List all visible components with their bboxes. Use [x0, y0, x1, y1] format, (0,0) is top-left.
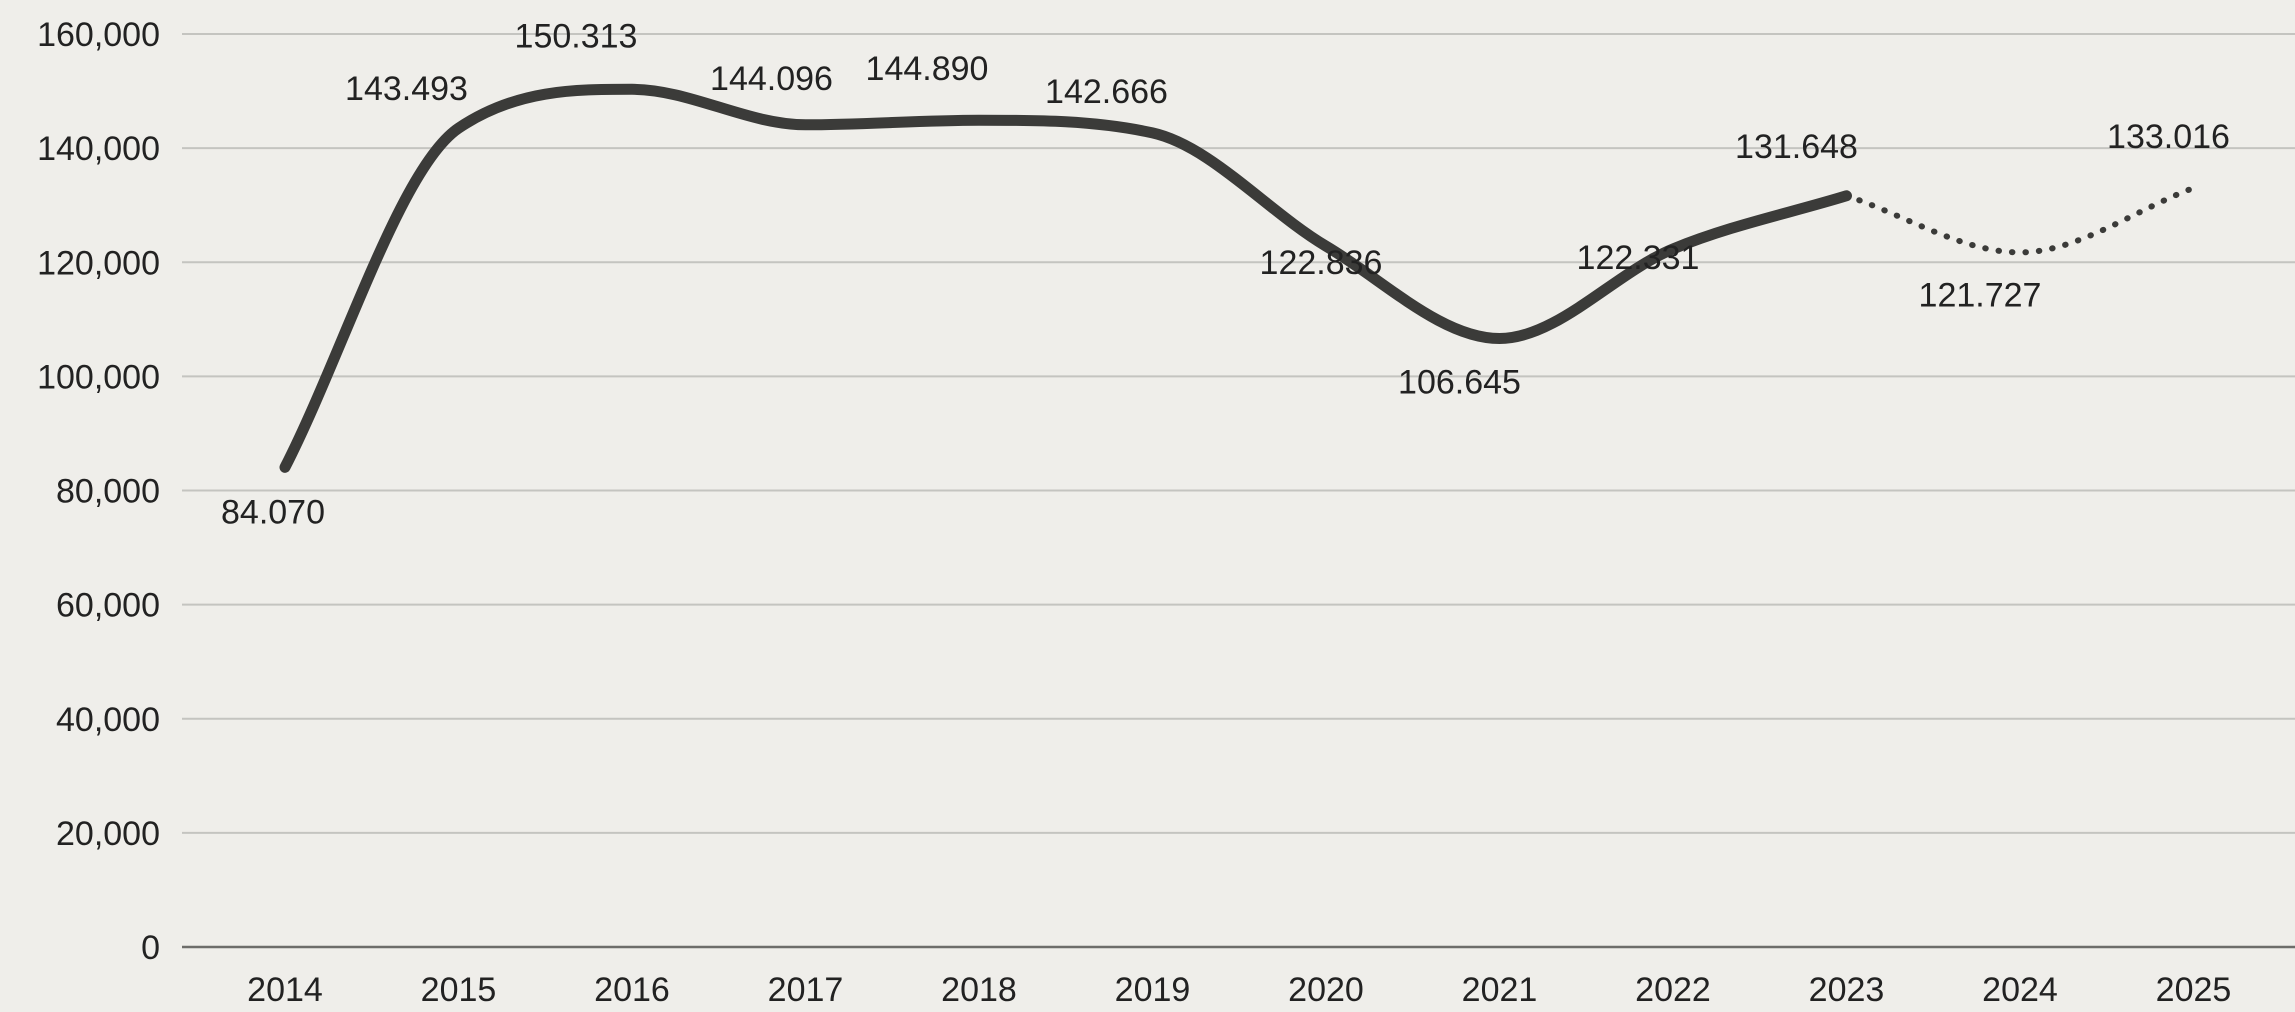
y-tick-label: 160,000 [37, 16, 160, 54]
x-tick-label: 2025 [2156, 971, 2232, 1009]
y-tick-label: 0 [141, 929, 160, 967]
x-tick-label: 2024 [1982, 971, 2058, 1009]
x-tick-label: 2014 [247, 971, 323, 1009]
x-tick-label: 2022 [1635, 971, 1711, 1009]
data-label: 121.727 [1919, 276, 2042, 314]
data-label: 122.331 [1577, 239, 1700, 277]
y-tick-label: 60,000 [56, 587, 160, 625]
x-tick-label: 2018 [941, 971, 1017, 1009]
data-label: 144.096 [710, 60, 833, 98]
data-label: 144.890 [866, 50, 989, 88]
data-label: 122.836 [1260, 244, 1383, 282]
data-label: 143.493 [345, 70, 468, 108]
x-tick-label: 2015 [421, 971, 497, 1009]
data-label: 106.645 [1398, 363, 1521, 401]
x-tick-label: 2023 [1809, 971, 1885, 1009]
series-line [279, 83, 2197, 473]
y-axis-ticks: 0 20,000 40,000 60,000 80,000 100,000 120,000 1… [37, 16, 160, 967]
gridlines [182, 33, 2295, 834]
data-label: 150.313 [515, 17, 638, 55]
x-tick-label: 2020 [1288, 971, 1364, 1009]
x-tick-label: 2017 [768, 971, 844, 1009]
data-labels: 84.070 143.493 150.313 144.096 144.890 142.66… [221, 17, 2230, 531]
data-label: 142.666 [1045, 73, 1168, 111]
x-tick-label: 2016 [594, 971, 670, 1009]
y-tick-label: 20,000 [56, 815, 160, 853]
data-label: 133.016 [2107, 118, 2230, 156]
y-tick-label: 100,000 [37, 358, 160, 396]
series-line-actual [279, 83, 1852, 473]
y-tick-label: 40,000 [56, 701, 160, 739]
y-tick-label: 140,000 [37, 130, 160, 168]
x-tick-label: 2019 [1115, 971, 1191, 1009]
x-axis-ticks: 2014 2015 2016 2017 2018 2019 2020 2021 2022 2023… [247, 971, 2231, 1009]
x-tick-label: 2021 [1462, 971, 1538, 1009]
data-label: 131.648 [1735, 128, 1858, 166]
data-label: 84.070 [221, 493, 325, 531]
y-tick-label: 120,000 [37, 244, 160, 282]
series-line-forecast [1843, 185, 2197, 256]
y-tick-label: 80,000 [56, 473, 160, 511]
